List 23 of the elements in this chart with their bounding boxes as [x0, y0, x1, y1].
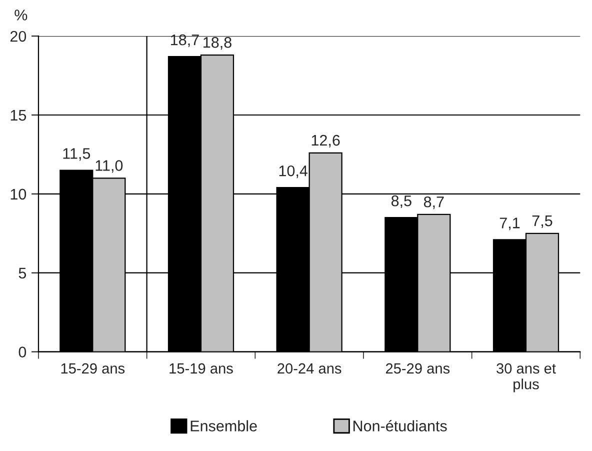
- x-tick-label: 25-29 ans: [386, 363, 450, 374]
- y-tick-label: 20: [10, 30, 26, 42]
- data-label: 18,7: [171, 34, 199, 48]
- data-label: 7,5: [532, 216, 552, 228]
- x-tick-label: 30 ans et plus: [496, 363, 556, 392]
- x-tick-label: 15-29 ans: [61, 363, 125, 374]
- data-label: 10,4: [279, 165, 308, 178]
- data-label: 7,1: [500, 218, 520, 230]
- data-label: 18,8: [204, 37, 232, 50]
- x-tick-label: 15-19 ans: [170, 363, 233, 374]
- x-tick-label: 20-24 ans: [278, 363, 342, 374]
- y-tick-label: 0: [18, 346, 26, 358]
- data-label: 11,5: [63, 148, 90, 161]
- data-label: 8,5: [391, 195, 412, 208]
- legend-label: Ensemble: [190, 420, 257, 432]
- data-label: 12,6: [312, 134, 340, 148]
- y-tick-label: 10: [10, 188, 26, 200]
- data-label: 8,7: [424, 196, 444, 210]
- y-axis-title: %: [14, 10, 28, 20]
- y-tick-label: 15: [10, 110, 26, 121]
- data-label: 11,0: [96, 160, 123, 173]
- y-tick-label: 5: [18, 268, 26, 279]
- legend-label: Non-étudiants: [354, 420, 447, 432]
